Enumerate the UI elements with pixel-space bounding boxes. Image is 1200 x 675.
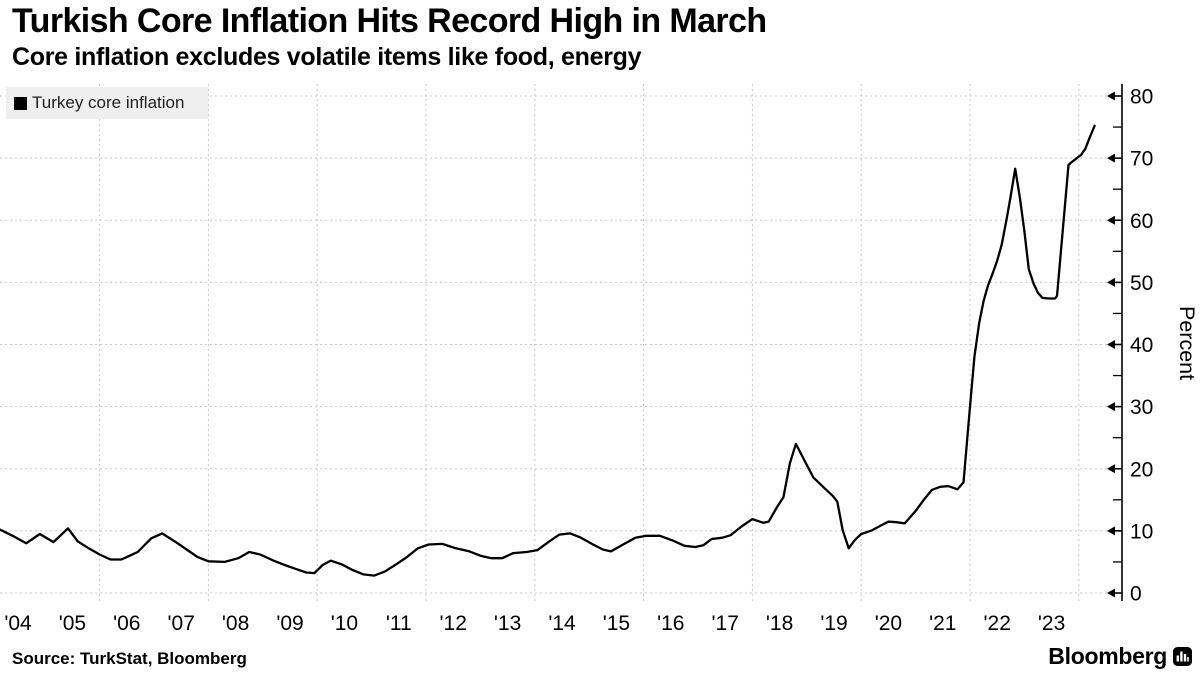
x-tick-label: '08	[222, 612, 249, 635]
x-tick-label: '05	[59, 612, 86, 635]
legend-swatch-icon	[14, 96, 27, 110]
x-tick-label: '12	[440, 612, 467, 635]
y-tick-label: 60	[1130, 210, 1153, 233]
x-tick-label: '20	[875, 612, 902, 635]
y-tick-label: 50	[1130, 272, 1153, 295]
x-tick-label: '18	[766, 612, 793, 635]
chart-title: Turkish Core Inflation Hits Record High …	[12, 2, 767, 40]
bloomberg-logo: Bloomberg	[1048, 643, 1192, 670]
legend-label: Turkey core inflation	[32, 93, 185, 112]
legend: Turkey core inflation	[6, 87, 208, 119]
y-axis-title: Percent	[1175, 306, 1199, 380]
x-tick-label: '16	[657, 612, 684, 635]
chart-subtitle: Core inflation excludes volatile items l…	[12, 43, 642, 71]
bloomberg-chart-icon	[1173, 647, 1192, 666]
x-tick-label: '14	[548, 612, 576, 635]
x-tick-label: '22	[984, 612, 1011, 635]
x-tick-label: '19	[820, 612, 847, 635]
y-tick-arrow-icon	[1107, 402, 1115, 412]
x-tick-label: '13	[494, 612, 521, 635]
x-tick-label: '17	[712, 612, 739, 635]
x-tick-label: '21	[929, 612, 956, 635]
y-tick-label: 30	[1130, 396, 1153, 419]
y-tick-arrow-icon	[1107, 588, 1115, 598]
x-tick-label: '07	[168, 612, 195, 635]
y-tick-label: 70	[1130, 148, 1153, 171]
y-tick-arrow-icon	[1107, 277, 1115, 287]
x-tick-label: '11	[386, 612, 412, 635]
y-tick-label: 80	[1130, 86, 1153, 109]
bloomberg-wordmark: Bloomberg	[1048, 643, 1167, 669]
y-tick-label: 20	[1130, 458, 1153, 481]
inflation-line	[0, 124, 1096, 577]
y-tick-arrow-icon	[1107, 153, 1115, 163]
y-tick-arrow-icon	[1107, 91, 1115, 101]
x-tick-label: '04	[4, 612, 32, 635]
x-tick-label: '10	[331, 612, 358, 635]
x-tick-label: '09	[276, 612, 303, 635]
y-tick-label: 10	[1130, 520, 1153, 543]
y-tick-label: 0	[1130, 583, 1142, 606]
y-tick-arrow-icon	[1107, 340, 1115, 349]
x-tick-label: '15	[603, 612, 630, 635]
y-tick-arrow-icon	[1107, 526, 1115, 536]
x-tick-label: '23	[1038, 612, 1065, 635]
y-tick-arrow-icon	[1107, 464, 1115, 474]
y-tick-label: 40	[1130, 334, 1153, 357]
y-tick-arrow-icon	[1107, 215, 1115, 225]
x-tick-label: '06	[113, 612, 140, 635]
source-note: Source: TurkStat, Bloomberg	[12, 649, 247, 668]
